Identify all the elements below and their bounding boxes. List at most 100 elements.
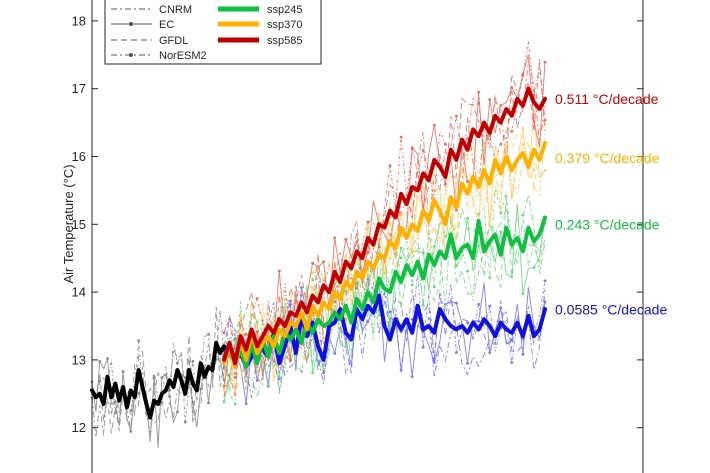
ensemble-marker: [366, 287, 370, 290]
ensemble-marker: [137, 392, 141, 395]
ensemble-marker: [121, 370, 125, 373]
ensemble-marker: [207, 332, 210, 336]
y-tick-label: 13: [72, 352, 86, 367]
ensemble-marker: [300, 370, 303, 373]
ensemble-marker: [410, 251, 414, 255]
ensemble-marker: [377, 314, 381, 317]
ensemble-marker: [355, 326, 359, 330]
ensemble-marker: [388, 221, 392, 225]
ensemble-marker: [432, 123, 436, 127]
ensemble-marker: [466, 321, 469, 325]
ensemble-marker: [129, 409, 133, 413]
ensemble-marker: [510, 196, 514, 199]
ensemble-marker: [233, 402, 237, 406]
ensemble-marker: [152, 374, 156, 378]
ensemble-marker: [455, 264, 458, 268]
ensemble-marker: [421, 149, 425, 152]
ensemble-marker: [333, 352, 337, 355]
ensemble-marker: [477, 101, 480, 105]
ensemble-marker: [432, 358, 436, 361]
ensemble-marker: [168, 395, 172, 398]
ensemble-marker: [455, 351, 458, 354]
legend-box: [104, 0, 322, 65]
ensemble-marker: [455, 301, 458, 305]
ensemble-marker: [499, 230, 503, 234]
ensemble-marker: [466, 180, 469, 184]
ensemble-line-ssp585-1: [223, 54, 546, 387]
ensemble-marker: [499, 206, 503, 210]
ensemble-marker: [377, 245, 381, 249]
ensemble-marker: [488, 224, 492, 228]
ensemble-marker: [432, 245, 436, 248]
ensemble-marker: [410, 283, 414, 287]
ensemble-marker: [244, 372, 248, 376]
ensemble-marker: [399, 368, 403, 372]
ensemble-marker: [255, 297, 259, 300]
trend-annotations: 0.511 °C/decade 0.379 °C/decade 0.243 °C/d…: [555, 91, 667, 318]
series-line-ssp245: [222, 215, 547, 369]
y-tick-label: 15: [72, 217, 86, 232]
ensemble-marker: [466, 361, 469, 365]
ensemble-marker: [532, 243, 536, 246]
trend-annotation-ssp126: 0.0585 °C/decade: [555, 302, 667, 318]
ensemble-marker: [543, 60, 547, 64]
ensemble-line-ssp245-3: [223, 188, 546, 406]
ensemble-marker: [244, 333, 248, 336]
ensemble-marker: [510, 129, 514, 133]
legend: CNRM EC GFDL NorESM2 ssp245 ssp370 ssp585: [104, 0, 322, 65]
ensemble-marker: [333, 236, 337, 240]
ensemble-marker: [543, 169, 547, 172]
ensemble-marker: [344, 255, 348, 259]
ensemble-marker: [399, 246, 403, 250]
ensemble-marker: [344, 237, 348, 241]
ensemble-marker: [311, 261, 314, 265]
ensemble-marker: [510, 275, 514, 279]
ensemble-marker: [477, 244, 480, 248]
ensemble-marker: [98, 379, 102, 383]
ensemble-marker: [222, 400, 226, 403]
trend-annotation-ssp585: 0.511 °C/decade: [555, 91, 659, 107]
ensemble-marker: [255, 318, 259, 322]
ensemble-marker: [160, 401, 164, 405]
ensemble-marker: [233, 347, 237, 351]
ensemble-marker: [499, 306, 503, 310]
ensemble-marker: [510, 361, 514, 364]
ensemble-marker: [488, 134, 492, 138]
ensemble-marker: [532, 120, 536, 123]
ensemble-marker: [106, 357, 109, 360]
ensemble-marker: [477, 302, 480, 306]
ensemble-marker: [176, 410, 179, 414]
ensemble-marker: [233, 376, 237, 379]
ensemble-marker: [399, 135, 403, 139]
legend-label-gfdl: GFDL: [159, 35, 188, 47]
ensemble-marker: [277, 315, 281, 318]
ensemble-marker: [183, 420, 187, 424]
ensemble-line-historical-1: [91, 358, 225, 448]
ensemble-marker: [244, 402, 248, 405]
ensemble-marker: [176, 361, 179, 365]
ensemble-marker: [410, 375, 414, 378]
ensemble-marker: [322, 277, 325, 281]
ensemble-marker: [377, 212, 381, 216]
ensemble-marker: [410, 147, 414, 150]
ensemble-marker: [510, 86, 514, 90]
ensemble-marker: [129, 430, 133, 433]
ensemble-marker: [455, 114, 458, 118]
ensemble-marker: [222, 384, 226, 388]
ensemble-marker: [510, 246, 514, 250]
ensemble-marker: [388, 310, 392, 314]
ensemble-marker: [532, 266, 536, 270]
ensemble-marker: [233, 339, 237, 342]
ensemble-marker: [222, 331, 226, 335]
ensemble-marker: [277, 377, 281, 381]
ensemble-marker: [521, 213, 525, 217]
ensemble-marker: [289, 359, 292, 362]
ensemble-marker: [277, 375, 281, 378]
ensemble-marker: [466, 269, 469, 273]
y-tick-label: 17: [72, 81, 86, 96]
ensemble-marker: [322, 368, 325, 372]
legend-label-ssp585: ssp585: [267, 35, 302, 47]
ensemble-marker: [543, 118, 547, 122]
ensemble-marker: [499, 211, 503, 215]
